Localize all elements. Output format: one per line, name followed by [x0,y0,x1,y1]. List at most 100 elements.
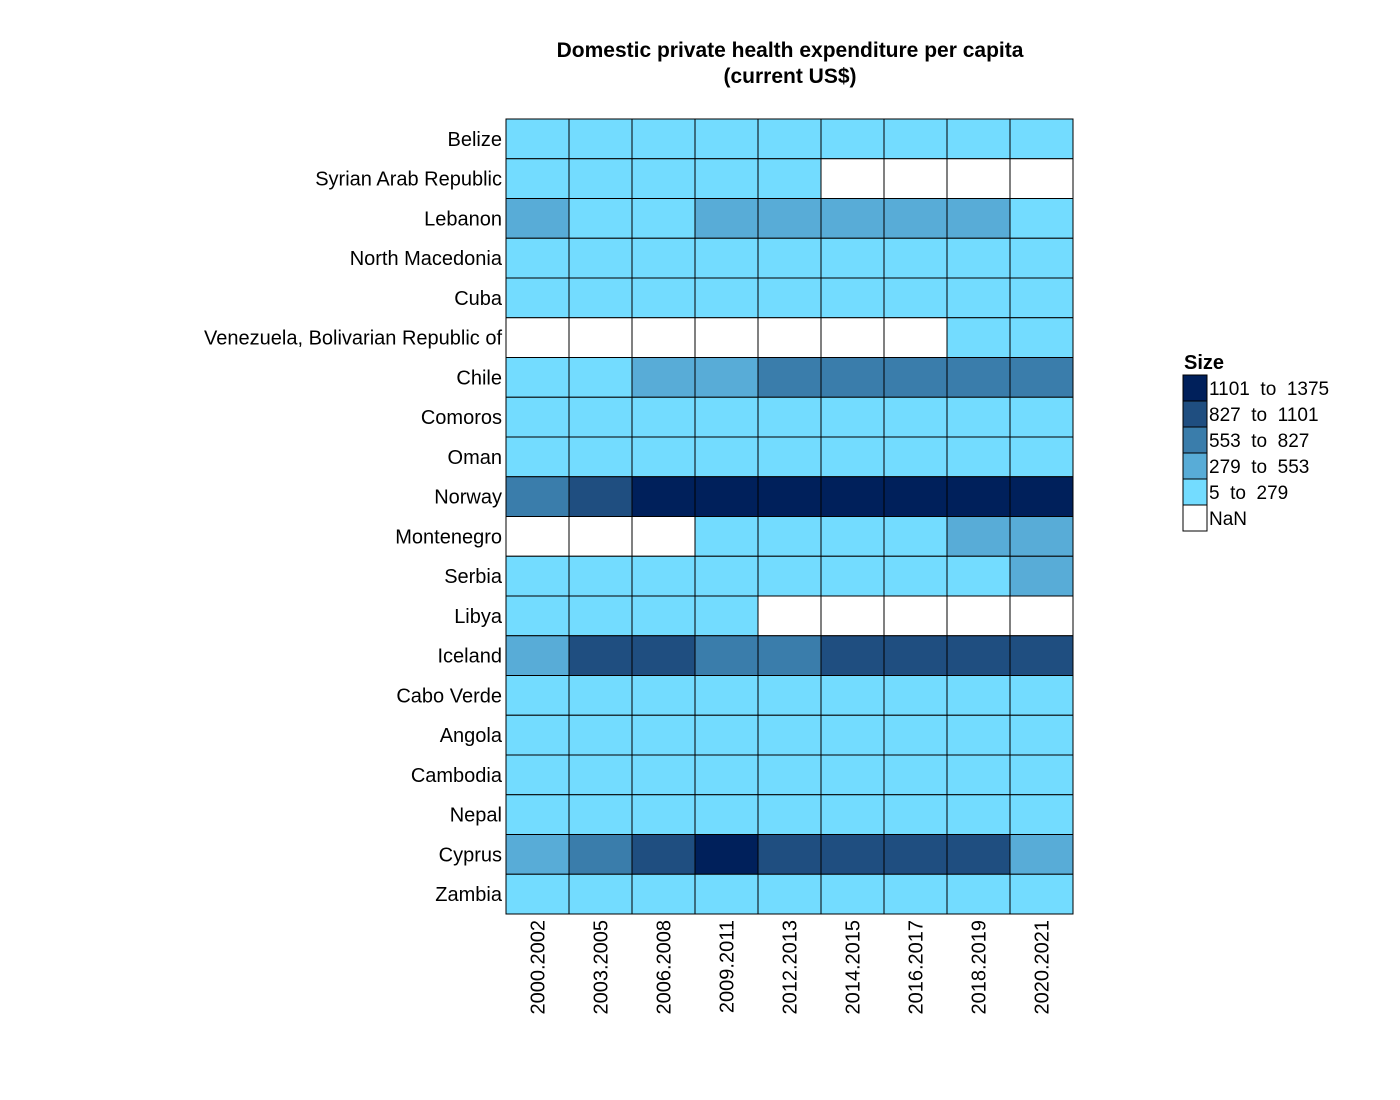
heatmap-cell [1009,237,1074,279]
heatmap-cell [946,675,1011,716]
heatmap-cell [694,476,759,517]
heatmap-cell [820,198,885,239]
heatmap-cell [568,516,633,557]
heatmap-cell [820,675,885,716]
heatmap-cell [757,595,822,637]
heatmap-cell [568,476,633,517]
heatmap-cell [757,834,822,875]
heatmap-cell [568,317,633,358]
legend-swatch [1182,478,1208,506]
row-labels: Belize Syrian Arab Republic Lebanon North M… [204,129,503,906]
heatmap-cell [505,516,570,557]
heatmap-cell [1009,158,1074,199]
heatmap-cell [631,754,696,796]
row-label: Iceland [438,646,503,668]
column-label: 2014.2015 [843,920,865,1015]
heatmap-cell [820,357,885,398]
heatmap-cell [946,277,1011,319]
heatmap-cell [1009,595,1074,637]
column-label: 2009.2011 [717,920,739,1013]
heatmap-cell [883,158,948,199]
heatmap-cell [568,436,633,478]
heatmap-cell [631,357,696,398]
heatmap-cell [568,595,633,637]
heatmap-cell [820,317,885,358]
heatmap-cell [1009,675,1074,716]
heatmap-cell [1009,873,1074,915]
heatmap-cell [694,396,759,438]
row-label: North Macedonia [350,248,503,270]
heatmap-cell [946,516,1011,557]
heatmap-cell [568,277,633,319]
heatmap-cell [568,357,633,398]
heatmap-cell [883,714,948,756]
heatmap-cell [946,476,1011,517]
heatmap-cell [946,436,1011,478]
heatmap-cell [694,834,759,875]
legend-swatch [1182,426,1208,454]
heatmap-cell [505,476,570,517]
row-label: Libya [454,606,503,628]
heatmap-cell [757,635,822,676]
heatmap-cell [505,357,570,398]
heatmap-cell [883,277,948,319]
heatmap-cell [631,396,696,438]
heatmap-cell [631,198,696,239]
heatmap-cell [505,714,570,756]
row-label: Cabo Verde [396,685,502,707]
heatmap-cell [757,118,822,160]
heatmap-cell [946,357,1011,398]
row-label: Oman [448,447,502,469]
heatmap-cell [631,675,696,716]
heatmap-cell [694,118,759,160]
heatmap-cell [694,198,759,239]
heatmap-cell [820,873,885,915]
legend-label: 827 to 1101 [1209,405,1319,426]
heatmap-cell [631,516,696,557]
row-label: Venezuela, Bolivarian Republic of [204,328,502,350]
heatmap-cell [1009,714,1074,756]
heatmap-cell [1009,396,1074,438]
heatmap-cell [568,237,633,279]
column-labels: 2000.2002 2003.2005 2006.2008 2009.2011 2012… [528,920,1054,1015]
heatmap-cell [505,396,570,438]
heatmap-cell [883,555,948,597]
heatmap-cell [1009,794,1074,835]
heatmap-cell [694,357,759,398]
column-label: 2016.2017 [906,920,928,1015]
heatmap-cell [820,237,885,279]
row-label: Syrian Arab Republic [315,169,502,191]
legend-label: 1101 to 1375 [1209,379,1329,400]
heatmap-cell [820,118,885,160]
heatmap-cell [631,317,696,358]
heatmap-cell [631,794,696,835]
heatmap-cell [946,834,1011,875]
heatmap-cell [883,317,948,358]
column-label: 2000.2002 [528,920,550,1015]
heatmap-cell [946,198,1011,239]
heatmap-cell [757,158,822,199]
heatmap-cell [568,555,633,597]
heatmap-cell [883,834,948,875]
chart-subtitle: (current US$) [723,65,856,88]
heatmap-cell [820,635,885,676]
heatmap-cell [883,516,948,557]
row-label: Belize [448,129,502,151]
legend-label: 553 to 827 [1209,431,1309,452]
heatmap-cell [1009,118,1074,160]
heatmap-cell [505,317,570,358]
heatmap-cell [1009,317,1074,358]
heatmap-cell [757,357,822,398]
column-label: 2003.2005 [591,920,613,1015]
heatmap-cell [631,714,696,756]
heatmap-cell [505,158,570,199]
heatmap-cell [694,714,759,756]
heatmap-cell [757,436,822,478]
heatmap-cell [946,794,1011,835]
heatmap-cell [820,794,885,835]
legend-label: NaN [1209,509,1247,530]
heatmap-cell [505,555,570,597]
heatmap-cell [820,595,885,637]
heatmap-cell [883,794,948,835]
